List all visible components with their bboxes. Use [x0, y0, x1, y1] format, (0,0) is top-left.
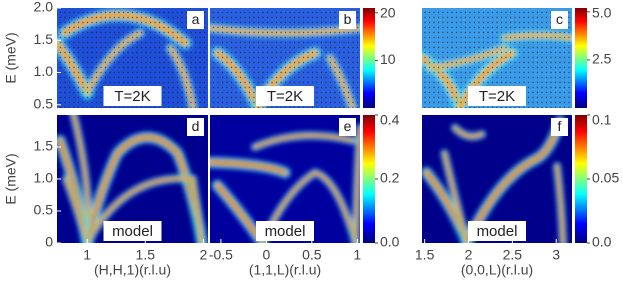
panel-label: a: [192, 11, 200, 27]
intensity-band: [356, 128, 361, 243]
colorbar-tick-label: 0.0: [380, 234, 400, 250]
intensity-scaled: [210, 128, 360, 243]
intensity-band: [467, 121, 560, 243]
x-tick-label: 1: [83, 247, 91, 263]
y-tick-label: 1.0: [34, 170, 54, 186]
x-axis-label: (H,H,1)(r.l.u): [94, 262, 171, 278]
x-tick-label: 1.5: [415, 247, 435, 263]
intensity-band: [445, 153, 468, 243]
panel-label-box: [187, 118, 204, 136]
heatmap: [422, 8, 572, 108]
colorbar: [363, 115, 375, 243]
intensity-band: [210, 162, 285, 172]
intensity: [60, 109, 202, 243]
heatmap: [57, 8, 208, 108]
annotation-box: [468, 86, 526, 106]
colorbar-tick-label: 0.1: [592, 112, 612, 128]
y-tick-label: 1.0: [34, 63, 54, 79]
annotation-box: [103, 86, 162, 106]
annotation: model: [477, 223, 518, 240]
x-tick-label: 0.5: [302, 247, 322, 263]
intensity-band: [557, 166, 563, 243]
panel-label-box: [339, 118, 356, 136]
panel-label-box: [551, 118, 568, 136]
panel-label: f: [558, 118, 562, 134]
intensity-band: [455, 128, 482, 137]
colorbar-tick-label: 5.0: [592, 5, 612, 21]
colorbar-tick-label: 2.5: [592, 51, 612, 67]
colorbar: [575, 8, 587, 108]
annotation: model: [112, 223, 153, 240]
colorbar-tick-label: 20: [380, 5, 396, 21]
panel-label-box: [187, 11, 204, 29]
colorbar: [363, 8, 375, 108]
intensity-scaled: [60, 109, 202, 243]
annotation-box: [468, 221, 526, 241]
x-tick-label: 2: [465, 247, 473, 263]
annotation-box: [103, 221, 162, 241]
y-tick-label: 0: [45, 234, 53, 250]
panel-label-box: [551, 11, 568, 29]
colorbar-tick-label: 0.05: [592, 170, 619, 186]
annotation: T=2K: [479, 88, 515, 105]
intensity: [210, 128, 360, 243]
panel-label: d: [192, 118, 200, 134]
intensity: [427, 121, 564, 243]
annotation: T=2K: [114, 88, 150, 105]
colorbar: [575, 115, 587, 243]
y-tick-label: 1.5: [34, 138, 54, 154]
annotation-box: [256, 221, 314, 241]
colorbar-tick-label: 10: [380, 51, 396, 67]
y-axis-label: E (meV): [3, 32, 19, 83]
y-axis-label: E (meV): [3, 153, 19, 204]
x-tick-label: -0.5: [209, 247, 233, 263]
panel-label: e: [344, 118, 352, 134]
x-tick-label: 2.5: [503, 247, 523, 263]
y-tick-label: 1.5: [34, 31, 54, 47]
y-tick-label: 0.5: [34, 95, 54, 111]
x-tick-label: 3: [552, 247, 560, 263]
annotation: T=2K: [267, 88, 303, 105]
heatmap: [210, 115, 360, 243]
intensity-band: [66, 179, 87, 243]
y-tick-label: 0.5: [34, 202, 54, 218]
heatmap: [57, 109, 208, 243]
y-tick-label: 2.0: [34, 0, 54, 15]
panel-label: b: [344, 11, 352, 27]
x-axis-label: (0,0,L)(r.l.u): [461, 262, 533, 278]
x-axis-label: (1,1,L)(r.l.u): [249, 262, 321, 278]
heatmap: [422, 115, 572, 243]
panel-label-box: [339, 11, 356, 29]
annotation-box: [256, 86, 314, 106]
intensity-band: [87, 178, 202, 243]
annotation: model: [265, 223, 306, 240]
intensity-scaled: [427, 121, 564, 243]
x-tick-label: 1: [353, 247, 361, 263]
panel-label: c: [556, 11, 563, 27]
x-tick-label: 2: [199, 247, 207, 263]
x-tick-label: 1.5: [136, 247, 156, 263]
intensity-band: [72, 109, 89, 218]
intensity-band: [263, 173, 356, 243]
colorbar-tick-label: 0.0: [592, 234, 612, 250]
x-tick-label: 0: [262, 247, 270, 263]
colorbar-tick-label: 0.2: [380, 170, 400, 186]
intensity-band: [255, 135, 353, 147]
colorbar-tick-label: 0.4: [380, 112, 400, 128]
